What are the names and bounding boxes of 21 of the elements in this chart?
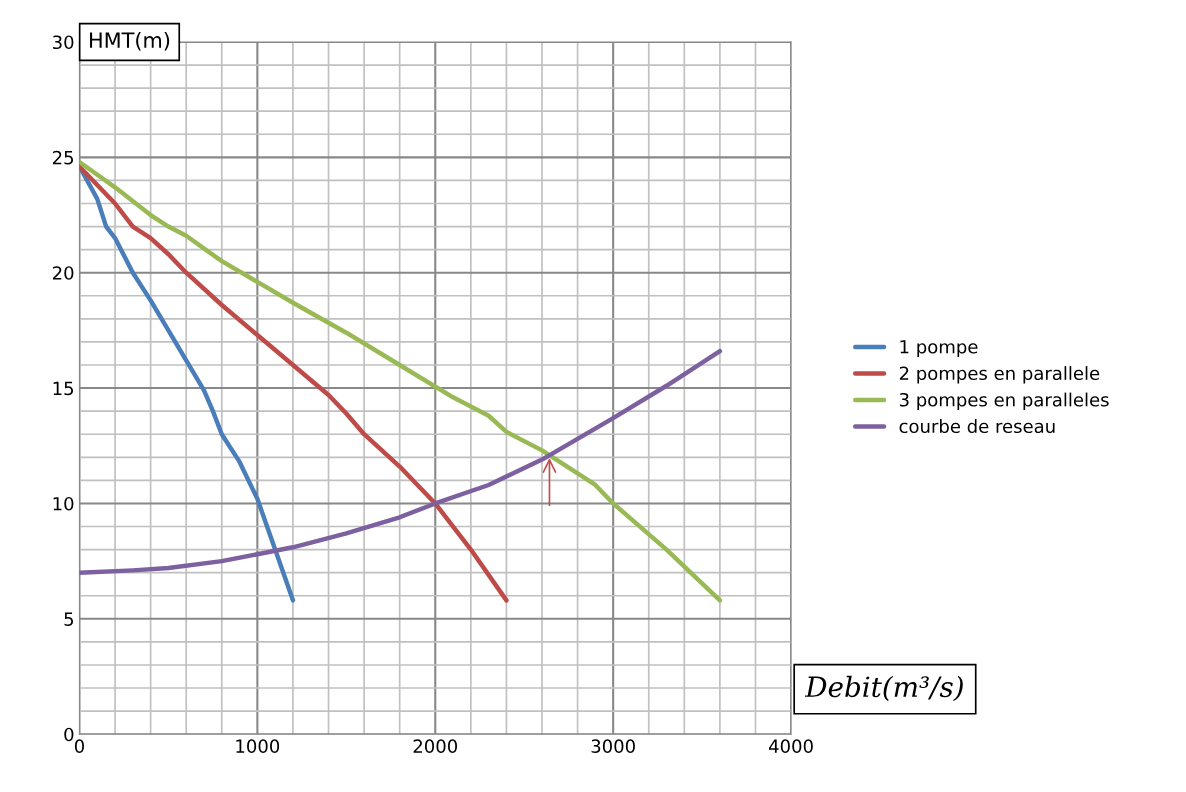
y-tick-label: 30	[53, 35, 74, 50]
y-tick-label: 0	[64, 727, 74, 742]
x-tick-label: 1000	[236, 739, 280, 754]
legend-label: 2 pompes en parallele	[899, 366, 1100, 384]
line-series	[79, 159, 723, 603]
y-tick-label: 20	[52, 266, 74, 280]
line-series	[79, 164, 509, 603]
x-tick-label: 0	[74, 739, 85, 754]
x-tick-label: 4000	[768, 739, 813, 754]
y-tick-label: 10	[53, 496, 74, 511]
x-tick-label: 2000	[413, 739, 458, 754]
legend-label: 1 pompe	[900, 340, 978, 358]
legend-label: courbe de reseau	[899, 419, 1055, 434]
line-series	[79, 348, 723, 575]
y-tick-label: 5	[64, 612, 74, 626]
y-tick-label: 15	[53, 381, 74, 396]
x-tick-label: 3000	[591, 739, 635, 754]
x-axis-title: Debit(m³/s)	[804, 675, 963, 702]
legend-label: 3 pompes en paralleles	[899, 392, 1109, 411]
y-tick-label: 25	[52, 150, 74, 165]
y-axis-title: HMT(m)	[90, 31, 170, 51]
